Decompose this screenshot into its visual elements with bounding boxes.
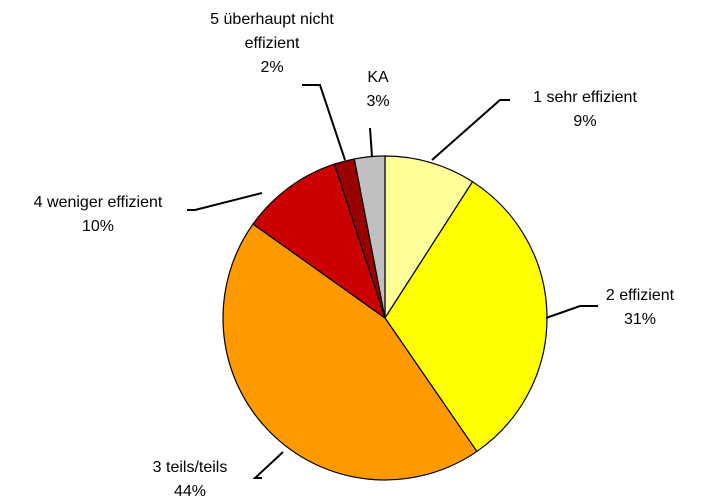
slice-label: KA 3% [366,66,389,114]
leader-line [302,84,346,161]
pie-slice [222,223,478,481]
value-label: 3% [366,93,390,110]
category-label: KA [367,69,389,86]
slice-label: 2 effizient 31% [606,284,674,332]
value-label: 31% [623,311,657,328]
slice-label: 1 sehr effizient 9% [533,86,637,134]
category-label: 4 weniger effizient [33,194,163,211]
value-label: 2% [260,59,284,76]
pie-slice [353,155,386,319]
slice-label: 3 teils/teils 44% [153,456,228,504]
value-label: 9% [573,113,597,130]
leader-line [252,451,284,479]
value-label: 44% [173,483,207,500]
pie-slice [252,163,387,320]
slice-label: 5 überhaupt nicht effizient 2% [182,8,362,80]
value-label: 10% [81,218,115,235]
pie-slice [384,155,474,321]
category-label: 5 überhaupt nicht effizient [210,11,334,52]
leader-line [545,305,598,319]
category-label: 1 sehr effizient [533,89,637,106]
category-label: 2 effizient [605,287,675,304]
leader-line [187,192,263,211]
category-label: 3 teils/teils [152,459,228,476]
leader-line [369,127,373,158]
pie-slice [384,180,548,453]
slice-label: 4 weniger effizient 10% [34,191,163,239]
leader-line [431,99,510,161]
